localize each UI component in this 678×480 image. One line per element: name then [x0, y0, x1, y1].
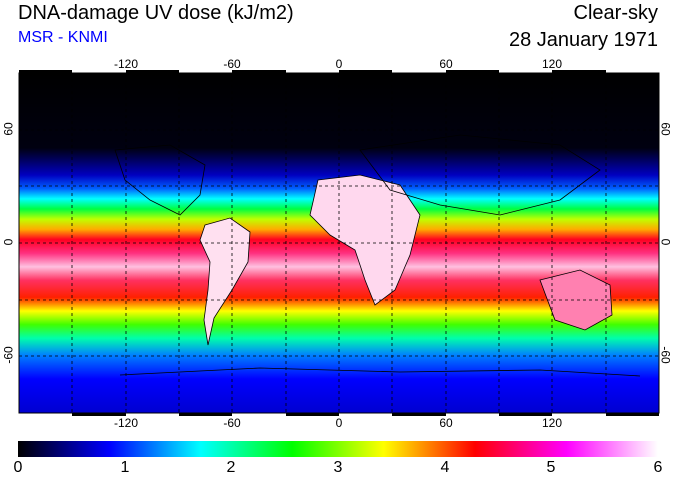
- lon-label-bottom: 120: [541, 416, 563, 430]
- lon-label-top: -120: [113, 57, 139, 71]
- colorbar-label: 1: [120, 459, 130, 476]
- date-label: 28 January 1971: [508, 29, 658, 51]
- lon-label-top: 120: [541, 57, 563, 71]
- map-title: DNA-damage UV dose (kJ/m2): [18, 2, 294, 24]
- lat-label-left: 60: [1, 122, 16, 136]
- colorbar-label: 2: [226, 459, 236, 476]
- lon-label-bottom: 0: [335, 416, 343, 430]
- border-ticks: [19, 70, 659, 416]
- lat-label-right: 0: [658, 238, 673, 246]
- coastlines: [114, 134, 641, 377]
- colorbar-label: 4: [440, 459, 450, 476]
- colorbar-label: 6: [653, 459, 663, 476]
- lon-label-top: 60: [439, 57, 453, 71]
- lat-label-left: 0: [1, 238, 16, 246]
- sky-condition-label: Clear-sky: [573, 2, 658, 24]
- lon-label-bottom: -120: [113, 416, 139, 430]
- lat-label-right: 60: [658, 122, 673, 136]
- colorbar-label: 5: [546, 459, 556, 476]
- lon-label-top: 0: [335, 57, 343, 71]
- lat-label-left: -60: [1, 346, 16, 364]
- source-label: MSR - KNMI: [18, 29, 108, 46]
- colorbar: [18, 441, 658, 457]
- lat-label-right: -60: [658, 346, 673, 364]
- colorbar-label: 3: [333, 459, 343, 476]
- lon-label-bottom: 60: [439, 416, 453, 430]
- colorbar-label: 0: [13, 459, 23, 476]
- lon-label-top: -60: [223, 57, 241, 71]
- lon-label-bottom: -60: [223, 416, 241, 430]
- graticule: [19, 73, 659, 413]
